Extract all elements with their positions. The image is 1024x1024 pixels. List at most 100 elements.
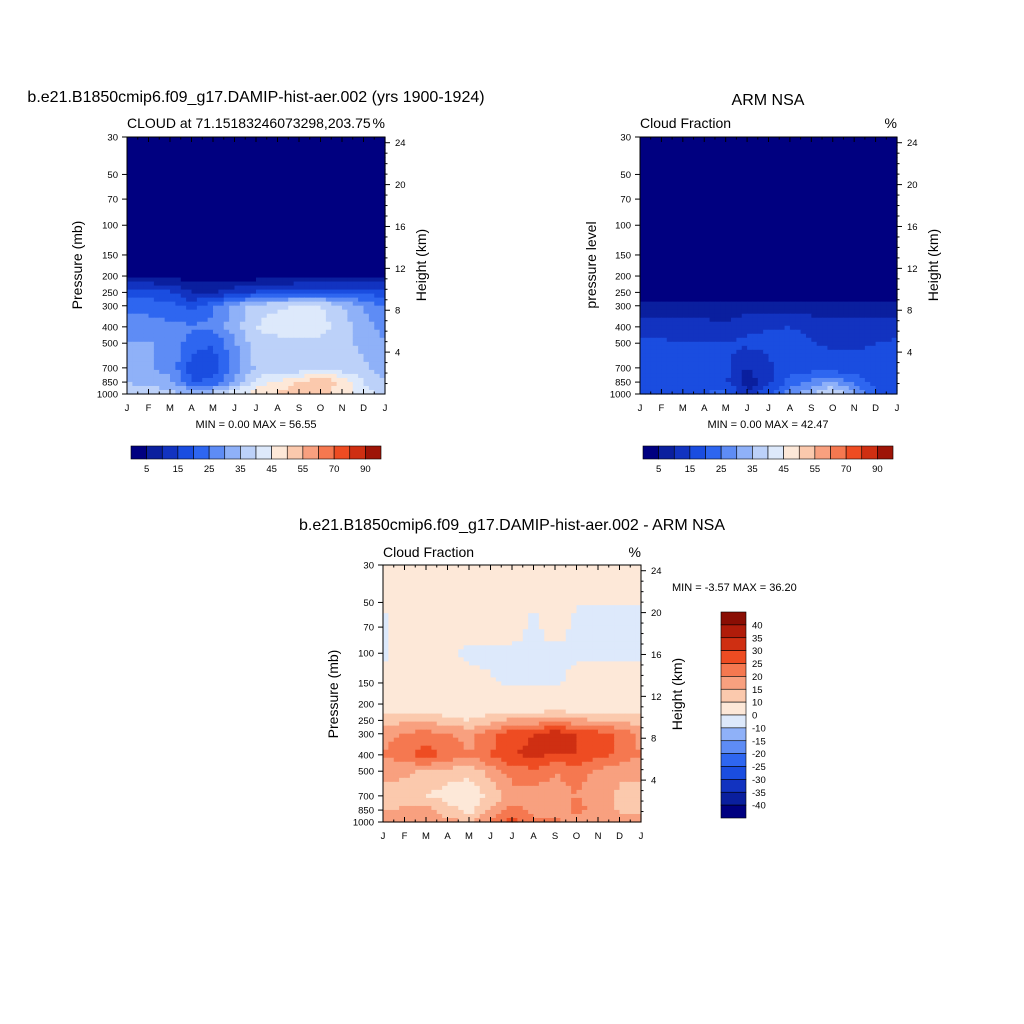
field-cell [363, 173, 370, 178]
field-cell [153, 217, 160, 222]
field-cell [153, 357, 160, 363]
field-cell [153, 261, 160, 267]
field-cell [202, 361, 209, 367]
field-cell [261, 261, 268, 267]
field-cell [186, 269, 193, 275]
field-cell [299, 241, 305, 247]
field-cell [218, 285, 225, 291]
field-cell [342, 253, 348, 259]
field-cell [682, 265, 689, 271]
field-cell [159, 333, 166, 339]
field-cell [650, 169, 657, 174]
field-cell [757, 165, 764, 170]
field-cell [352, 361, 359, 367]
field-cell [218, 385, 225, 391]
field-cell [272, 341, 279, 347]
field-cell [277, 249, 284, 255]
field-cell [132, 173, 139, 178]
field-cell [768, 165, 775, 170]
field-cell [698, 221, 705, 226]
field-cell [795, 225, 802, 230]
field-cell [342, 201, 348, 206]
field-cell [180, 213, 187, 218]
field-cell [315, 301, 322, 307]
field-cell [309, 249, 316, 255]
field-cell [336, 233, 343, 238]
field-cell [347, 293, 354, 299]
field-cell [677, 229, 684, 234]
field-cell [143, 181, 150, 186]
field-cell [159, 173, 166, 178]
field-cell [207, 293, 214, 299]
field-cell [159, 313, 166, 319]
field-cell [368, 385, 375, 391]
field-cell [245, 253, 252, 259]
field-cell [137, 257, 144, 263]
field-cell [811, 225, 818, 230]
field-cell [175, 145, 182, 150]
field-cell [196, 189, 203, 194]
field-cell [153, 189, 160, 194]
field-cell [256, 221, 262, 226]
field-cell [779, 149, 786, 154]
field-cell [234, 369, 241, 375]
field-cell [153, 297, 160, 303]
field-cell [148, 261, 155, 267]
field-cell [191, 297, 198, 303]
field-cell [143, 305, 150, 311]
field-cell [245, 237, 252, 243]
field-cell [132, 305, 139, 311]
field-cell [352, 193, 359, 198]
field-cell [196, 285, 203, 291]
field-cell [148, 329, 155, 335]
field-cell [374, 329, 381, 335]
field-cell [175, 265, 182, 271]
field-cell [315, 253, 322, 259]
field-cell [223, 281, 230, 287]
field-cell [186, 225, 193, 230]
field-cell [768, 201, 775, 206]
field-cell [688, 277, 695, 283]
field-cell [304, 253, 311, 259]
field-cell [789, 217, 796, 222]
field-cell [838, 273, 845, 279]
field-cell [677, 201, 684, 206]
field-cell [747, 201, 754, 206]
field-cell [374, 177, 381, 182]
field-cell [800, 221, 807, 226]
field-cell [196, 377, 203, 383]
field-cell [838, 153, 845, 158]
field-cell [245, 377, 252, 383]
field-cell [137, 321, 144, 327]
field-cell [266, 373, 273, 379]
field-cell [245, 161, 252, 166]
field-cell [170, 141, 176, 146]
field-cell [650, 237, 657, 243]
field-cell [784, 141, 791, 146]
field-cell [358, 253, 365, 259]
field-cell [640, 189, 646, 194]
field-cell [175, 321, 182, 327]
field-cell [374, 349, 381, 355]
panel-model-ylabel: Pressure (mb) [69, 221, 85, 310]
field-cell [272, 269, 279, 275]
field-cell [880, 205, 887, 210]
field-cell [180, 333, 187, 339]
field-cell [358, 205, 365, 210]
field-cell [213, 141, 219, 146]
field-cell [213, 241, 219, 247]
field-cell [666, 261, 673, 267]
field-cell [784, 169, 791, 174]
field-cell [299, 209, 305, 214]
field-cell [272, 273, 279, 279]
field-cell [229, 285, 236, 291]
field-cell [336, 229, 343, 234]
field-cell [288, 153, 295, 158]
field-cell [342, 325, 348, 331]
field-cell [374, 225, 381, 230]
field-cell [736, 149, 743, 154]
field-cell [207, 289, 214, 295]
field-cell [843, 161, 850, 166]
field-cell [148, 385, 155, 391]
field-cell [650, 137, 657, 142]
